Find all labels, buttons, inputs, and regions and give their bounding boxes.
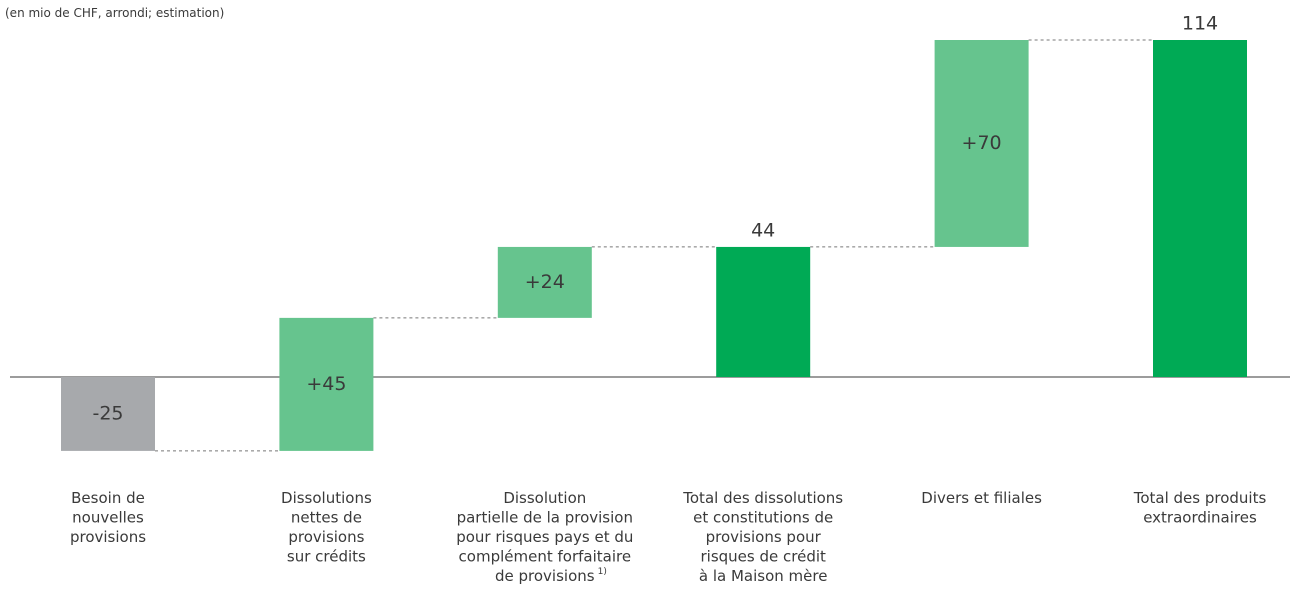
category-label: Dissolutions nettes de provisions sur crédi… — [281, 489, 372, 566]
category-label: Divers et filiales — [921, 489, 1042, 507]
chart-subtitle: (en mio de CHF, arrondi; estimation) — [5, 6, 224, 20]
category-label: Total des dissolutions et constitutions d… — [682, 489, 843, 585]
bar — [1153, 40, 1247, 377]
category-label: Total des produits extraordinaires — [1133, 489, 1267, 527]
value-label: +45 — [306, 373, 346, 395]
bar — [279, 317, 374, 451]
footnote-mark: 1) — [598, 567, 607, 577]
value-label: +70 — [962, 132, 1002, 154]
bar — [716, 246, 811, 377]
bar — [61, 377, 155, 451]
value-label: 114 — [1182, 13, 1218, 35]
category-label: Dissolution partielle de la provision pour… — [456, 489, 633, 585]
value-label: -25 — [92, 402, 123, 424]
value-label: 44 — [751, 219, 775, 241]
category-label: Besoin de nouvelles provisions — [70, 489, 146, 546]
value-label: +24 — [525, 271, 565, 293]
bar — [934, 40, 1029, 247]
bar — [497, 246, 592, 318]
